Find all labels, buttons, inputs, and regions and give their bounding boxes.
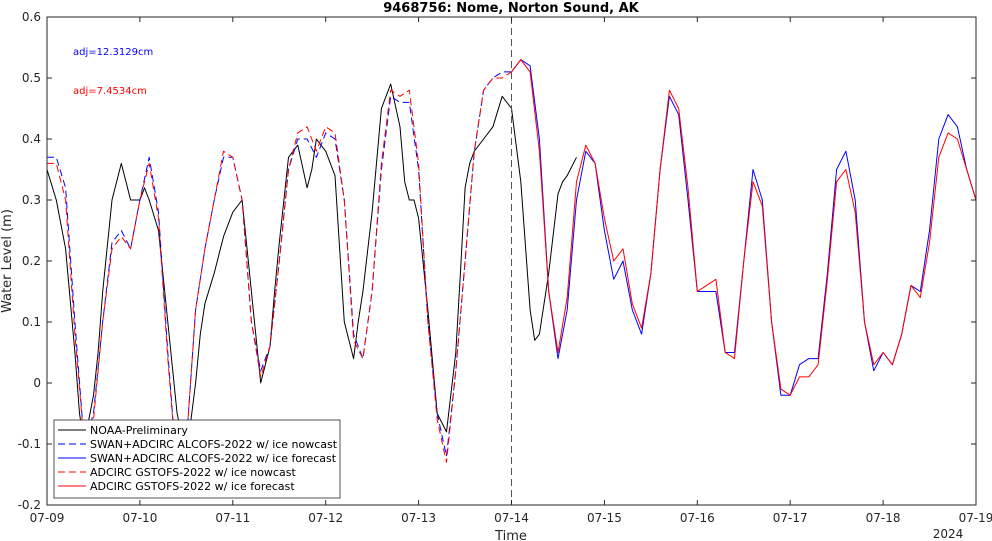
y-tick-label: 0.5 — [22, 71, 41, 85]
adj-annotation-red: adj=7.4534cm — [73, 86, 147, 97]
legend: NOAA-Preliminary SWAN+ADCIRC ALCOFS-2022… — [53, 419, 341, 499]
y-tick-label: 0.2 — [22, 254, 41, 268]
x-tick-label: 07-11 — [215, 511, 250, 525]
x-tick-label: 07-12 — [308, 511, 343, 525]
x-tick-label: 07-18 — [866, 511, 901, 525]
legend-entry-alcofs-nowcast: SWAN+ADCIRC ALCOFS-2022 w/ ice nowcast — [58, 438, 338, 451]
x-tick-label: 07-09 — [30, 511, 65, 525]
chart-title: 9468756: Nome, Norton Sound, AK — [383, 1, 639, 16]
legend-label-alcofs-forecast: SWAN+ADCIRC ALCOFS-2022 w/ ice forecast — [90, 452, 337, 465]
y-tick-label: -0.1 — [18, 437, 41, 451]
x-tick-label: 07-15 — [587, 511, 622, 525]
x-tick-label: 07-14 — [494, 511, 529, 525]
legend-entry-alcofs-forecast: SWAN+ADCIRC ALCOFS-2022 w/ ice forecast — [58, 452, 337, 465]
legend-box — [53, 419, 341, 499]
y-tick-label: 0.1 — [22, 315, 41, 329]
x-tick-label: 07-16 — [680, 511, 715, 525]
legend-label-gstofs-nowcast: ADCIRC GSTOFS-2022 w/ ice nowcast — [90, 466, 296, 479]
x-axis-label: Time — [494, 529, 527, 541]
adj-annotation-blue: adj=12.3129cm — [73, 47, 153, 58]
x-tick-label: 07-19 — [959, 511, 992, 525]
y-tick-label: 0.6 — [22, 10, 41, 24]
x-tick-label: 07-13 — [401, 511, 436, 525]
y-tick-label: 0 — [33, 376, 41, 390]
y-tick-label: 0.4 — [22, 132, 41, 146]
legend-label-noaa: NOAA-Preliminary — [90, 424, 188, 437]
y-tick-label: 0.3 — [22, 193, 41, 207]
legend-label-alcofs-nowcast: SWAN+ADCIRC ALCOFS-2022 w/ ice nowcast — [90, 438, 338, 451]
x-tick-label: 07-10 — [122, 511, 157, 525]
x-year-label: 2024 — [933, 527, 964, 541]
y-tick-label: -0.2 — [18, 498, 41, 512]
series-gstofs-forecast — [511, 59, 976, 396]
ticks-layer: -0.2 -0.1 0 0.1 0.2 0.3 0.4 0.5 0.6 07-09 07-10 07-… — [18, 10, 992, 525]
x-tick-label: 07-17 — [773, 511, 808, 525]
legend-label-gstofs-forecast: ADCIRC GSTOFS-2022 w/ ice forecast — [90, 480, 295, 493]
series-layer — [47, 59, 976, 475]
series-gstofs-nowcast — [47, 71, 512, 475]
legend-entry-gstofs-nowcast: ADCIRC GSTOFS-2022 w/ ice nowcast — [58, 466, 296, 479]
y-axis-label: Water Level (m) — [0, 209, 15, 313]
legend-entry-noaa: NOAA-Preliminary — [58, 424, 188, 437]
legend-entry-gstofs-forecast: ADCIRC GSTOFS-2022 w/ ice forecast — [58, 480, 295, 493]
series-noaa-preliminary — [47, 83, 577, 457]
